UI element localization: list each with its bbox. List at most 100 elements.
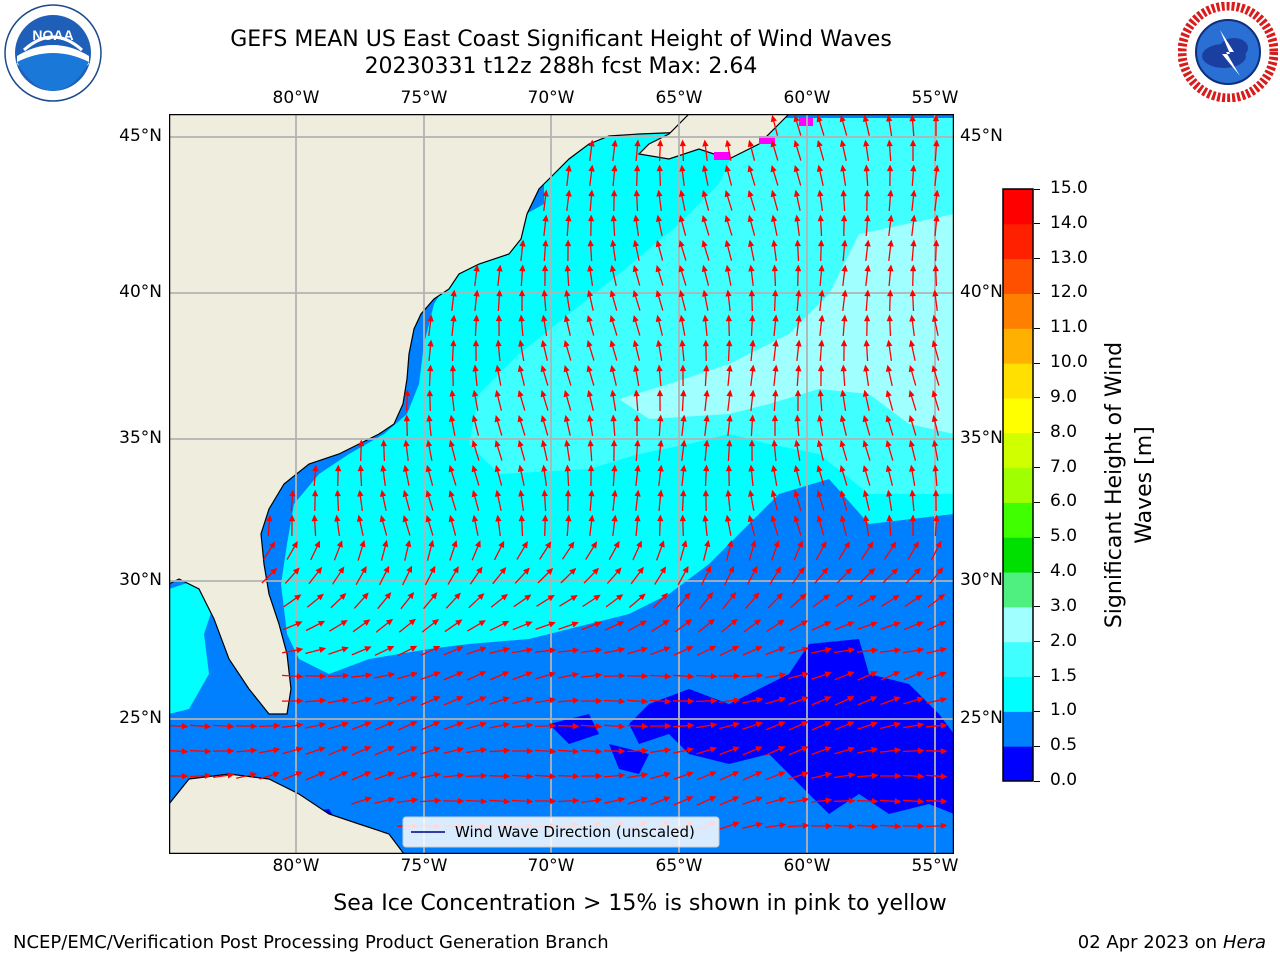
wind-wave-arrowhead: [181, 748, 189, 755]
wind-wave-arrowhead: [725, 514, 732, 522]
wind-wave-arrowhead: [908, 339, 916, 347]
wind-wave-arrowhead: [617, 621, 625, 627]
lon-label-top: 70°W: [527, 88, 575, 108]
wind-wave-arrowhead: [749, 414, 756, 422]
wind-wave-arrowhead: [910, 164, 917, 172]
wind-wave-arrowhead: [817, 214, 824, 222]
wind-wave-arrowhead: [610, 189, 618, 197]
wind-wave-arrowhead: [473, 264, 480, 272]
wind-wave-arrowhead: [312, 464, 319, 472]
wind-wave-arrowhead: [770, 464, 778, 472]
wind-wave-arrowhead: [540, 439, 548, 447]
wind-wave-arrowhead: [448, 489, 455, 498]
colorbar-tick-label: 0.0: [1050, 770, 1078, 790]
wind-wave-arrowhead: [502, 696, 510, 703]
colorbar-tick-mark: [1034, 676, 1040, 678]
wind-wave-arrowhead: [687, 697, 695, 705]
map-legend: Wind Wave Direction (unscaled): [402, 816, 720, 848]
wind-wave-arrowhead: [917, 647, 925, 654]
wind-wave-arrowhead: [502, 671, 510, 677]
wind-wave-arrowhead: [940, 822, 948, 829]
wind-wave-arrowhead: [386, 646, 395, 652]
wind-wave-arrowhead: [932, 114, 940, 122]
wind-wave-arrowhead: [661, 592, 669, 600]
wind-wave-arrowhead: [586, 364, 593, 373]
wind-wave-arrowhead: [863, 364, 870, 372]
wind-wave-arrowhead: [572, 773, 580, 780]
wind-wave-arrowhead: [908, 389, 915, 398]
wind-wave-arrowhead: [909, 489, 916, 497]
wind-wave-arrowhead: [871, 647, 879, 654]
wind-wave-arrowhead: [798, 566, 805, 574]
wind-wave-arrowhead: [565, 189, 572, 197]
wind-wave-arrowhead: [779, 822, 787, 829]
wind-wave-arrowhead: [840, 364, 847, 372]
wind-wave-arrowhead: [365, 672, 373, 679]
wind-wave-arrowhead: [425, 514, 432, 523]
wind-wave-arrowhead: [931, 364, 938, 373]
wind-wave-arrowhead: [402, 489, 409, 498]
wind-wave-arrowhead: [564, 289, 571, 297]
wind-wave-arrowhead: [314, 540, 320, 549]
colorbar-tick-label: 10.0: [1050, 352, 1088, 373]
wind-wave-arrowhead: [270, 567, 278, 575]
wind-wave-arrowhead: [755, 646, 763, 652]
wind-wave-arrowhead: [886, 139, 893, 147]
wind-wave-arrowhead: [544, 541, 552, 549]
wind-wave-arrowhead: [940, 773, 948, 780]
wind-wave-arrowhead: [848, 772, 856, 779]
wind-wave-arrowhead: [472, 339, 480, 347]
wind-wave-arrowhead: [684, 619, 693, 626]
wind-wave-arrowhead: [863, 514, 870, 522]
wind-wave-arrowhead: [641, 698, 649, 705]
wind-wave-arrowhead: [517, 414, 524, 423]
wind-wave-arrowhead: [724, 264, 732, 272]
colorbar-tick-label: 13.0: [1050, 247, 1088, 268]
wind-wave-arrowhead: [801, 646, 810, 653]
wind-wave-arrowhead: [656, 164, 663, 172]
wind-wave-arrowhead: [618, 747, 626, 755]
wind-wave-arrowhead: [841, 264, 848, 272]
wind-wave-arrowhead: [618, 772, 626, 779]
wind-wave-arrowhead: [494, 414, 501, 423]
wind-wave-arrowhead: [753, 619, 762, 626]
wind-wave-arrowhead: [825, 797, 833, 804]
wind-wave-arrowhead: [494, 439, 501, 448]
wind-wave-arrowhead: [936, 567, 944, 575]
wind-wave-arrowhead: [410, 746, 418, 753]
colorbar-tick-mark: [1034, 397, 1040, 399]
wind-wave-arrowhead: [847, 671, 855, 678]
wind-wave-arrowhead: [729, 592, 737, 600]
colorbar-segment: [1003, 606, 1033, 643]
wind-wave-arrowhead: [317, 620, 326, 627]
wind-wave-arrowhead: [916, 696, 925, 703]
wind-wave-arrowhead: [749, 339, 756, 347]
map-subtitle: 20230331 t12z 288h fcst Max: 2.64: [364, 54, 758, 79]
wind-wave-arrowhead: [871, 746, 879, 754]
wind-wave-arrowhead: [702, 339, 710, 347]
colorbar-tick-label: 6.0: [1050, 491, 1078, 512]
wind-wave-arrowhead: [816, 514, 823, 523]
wind-wave-arrowhead: [733, 672, 741, 680]
wind-wave-arrowhead: [756, 696, 764, 704]
wind-wave-arrowhead: [916, 671, 924, 678]
wind-wave-arrowhead: [430, 592, 438, 600]
wind-wave-arrowhead: [595, 672, 603, 679]
wind-wave-arrowhead: [633, 164, 641, 172]
wind-wave-arrowhead: [909, 464, 916, 472]
wind-wave-arrowhead: [549, 697, 557, 704]
wind-wave-arrowhead: [641, 747, 649, 754]
wind-wave-arrowhead: [774, 566, 782, 574]
wind-wave-arrowhead: [839, 114, 846, 123]
wind-wave-arrowhead: [266, 514, 273, 522]
wind-wave-arrowhead: [640, 646, 649, 653]
wind-wave-arrowhead: [655, 214, 663, 222]
footer-date: 02 Apr 2023 on Hera: [1078, 932, 1266, 953]
wind-wave-arrowhead: [863, 139, 870, 147]
wind-wave-arrowhead: [821, 567, 829, 575]
wind-wave-arrowhead: [410, 721, 418, 727]
wind-wave-arrowhead: [679, 139, 686, 147]
wind-wave-arrowhead: [586, 289, 594, 297]
wind-wave-arrowhead: [634, 139, 641, 147]
wind-wave-arrowhead: [273, 746, 281, 754]
